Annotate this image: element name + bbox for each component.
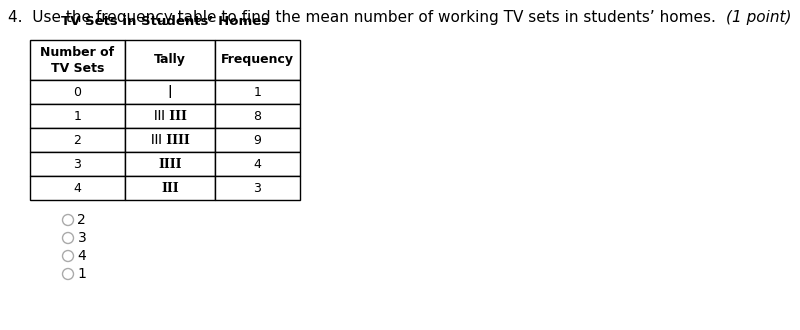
Bar bbox=[125, 128, 215, 152]
Text: 1: 1 bbox=[254, 85, 262, 98]
Text: 1: 1 bbox=[74, 110, 82, 122]
Text: 8: 8 bbox=[254, 110, 262, 122]
Text: ǀǀǀ III: ǀǀǀ III bbox=[154, 110, 186, 122]
Text: 3: 3 bbox=[78, 231, 86, 245]
Bar bbox=[125, 152, 215, 176]
Text: (1 point): (1 point) bbox=[726, 10, 791, 25]
Text: |: | bbox=[168, 85, 172, 98]
Text: III: III bbox=[161, 182, 179, 194]
Text: 4: 4 bbox=[254, 157, 262, 171]
Bar bbox=[215, 152, 300, 176]
Bar bbox=[30, 128, 125, 152]
Text: 9: 9 bbox=[254, 134, 262, 147]
Text: 3: 3 bbox=[74, 157, 82, 171]
Text: 3: 3 bbox=[254, 182, 262, 194]
Text: ǀǀǀ IIII: ǀǀǀ IIII bbox=[150, 134, 190, 147]
Bar bbox=[30, 104, 125, 128]
Text: 4: 4 bbox=[74, 182, 82, 194]
Text: 4.  Use the frequency table to find the mean number of working TV sets in studen: 4. Use the frequency table to find the m… bbox=[8, 10, 716, 25]
Bar bbox=[215, 176, 300, 200]
Bar bbox=[215, 104, 300, 128]
Bar bbox=[30, 40, 125, 80]
Bar bbox=[30, 152, 125, 176]
Text: Number of
TV Sets: Number of TV Sets bbox=[41, 46, 114, 75]
Text: TV Sets in Students’ Homes: TV Sets in Students’ Homes bbox=[61, 15, 269, 28]
Bar bbox=[215, 40, 300, 80]
Bar bbox=[30, 80, 125, 104]
Text: Tally: Tally bbox=[154, 53, 186, 67]
Text: 2: 2 bbox=[78, 213, 86, 227]
Bar bbox=[215, 128, 300, 152]
Text: 2: 2 bbox=[74, 134, 82, 147]
Text: Frequency: Frequency bbox=[221, 53, 294, 67]
Text: IIII: IIII bbox=[158, 157, 182, 171]
Bar bbox=[125, 176, 215, 200]
Bar bbox=[125, 104, 215, 128]
Bar bbox=[125, 80, 215, 104]
Bar bbox=[30, 176, 125, 200]
Text: 1: 1 bbox=[78, 267, 86, 281]
Bar bbox=[215, 80, 300, 104]
Text: 0: 0 bbox=[74, 85, 82, 98]
Bar bbox=[125, 40, 215, 80]
Text: 4: 4 bbox=[78, 249, 86, 263]
